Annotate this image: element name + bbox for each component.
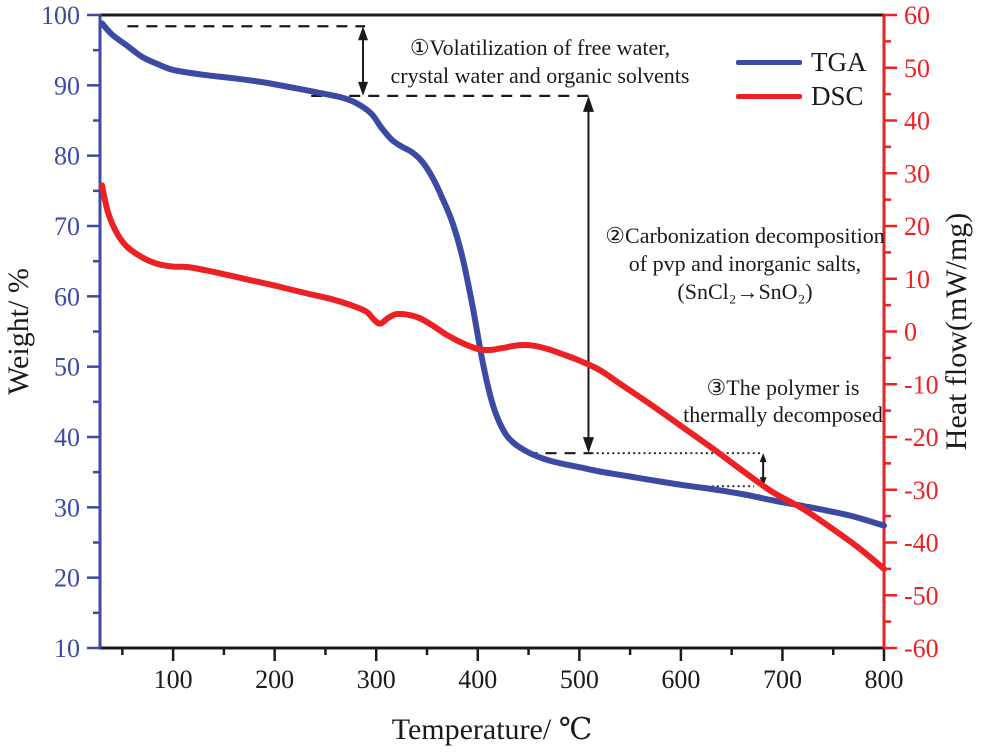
annotation-line: ①Volatilization of free water, [409,35,671,60]
x-axis-tick-label: 200 [255,665,294,694]
left-axis-tick-label: 10 [54,634,80,663]
right-axis-tick-label: -20 [904,423,939,452]
left-axis-tick-label: 80 [54,142,80,171]
right-axis-tick-label: -60 [904,634,939,663]
left-axis-tick-label: 100 [41,1,80,30]
x-axis-tick-label: 500 [560,665,599,694]
annotation-polymer-decomposition: ③The polymer is thermally decomposed [683,374,883,428]
x-axis-tick-label: 100 [154,665,193,694]
legend-label-tga: TGA [811,46,867,77]
x-axis-tick-label: 300 [357,665,396,694]
legend-label-dsc: DSC [811,80,864,111]
left-axis-tick-label: 20 [54,564,80,593]
right-axis-tick-label: -50 [904,581,939,610]
left-axis-tick-label: 30 [54,493,80,522]
arrowhead-up [759,453,767,463]
annotation-line: ②Carbonization decomposition [605,223,885,248]
right-axis-tick-label: 30 [904,159,930,188]
left-axis-tick-label: 50 [54,353,80,382]
legend-item-tga: TGA [736,45,867,79]
annotation-line: (SnCl₂→SnO₂) [677,279,813,304]
x-axis-tick-label: 400 [458,665,497,694]
arrowhead-up [582,95,594,112]
annotation-volatilization: ①Volatilization of free water, crystal w… [391,34,690,90]
left-axis-tick-label: 70 [54,212,80,241]
left-axis-tick-label: 90 [54,71,80,100]
right-axis-tick-label: 10 [904,265,930,294]
right-axis-tick-label: -40 [904,529,939,558]
x-axis-tick-label: 600 [661,665,700,694]
tga-curve [99,20,887,529]
arrowhead-up [358,26,369,41]
right-axis-tick-label: 0 [904,318,917,347]
annotation-line: ③The polymer is [706,375,860,400]
arrowhead-down [759,477,767,487]
right-axis-tick-label: 50 [904,54,930,83]
left-axis-tick-label: 60 [54,282,80,311]
right-axis-tick-label: -10 [904,370,939,399]
dsc-curve [99,182,887,572]
right-axis-tick-label: 40 [904,107,930,136]
legend: TGA DSC [736,45,867,113]
tga-line-swatch [736,59,802,65]
arrowhead-down [582,437,594,454]
annotation-line: thermally decomposed [683,402,883,427]
x-axis-tick-label: 800 [865,665,904,694]
arrowhead-down [358,81,369,96]
dsc-line-swatch [736,93,802,99]
annotation-line: of pvp and inorganic salts, [628,251,862,276]
x-axis-tick-label: 700 [763,665,802,694]
right-axis-title: Heat flow(mW/mg) [940,213,973,450]
left-axis-title: Weight/ % [2,268,35,395]
right-axis-tick-label: -30 [904,476,939,505]
legend-item-dsc: DSC [736,79,867,113]
x-axis-title: Temperature/ ℃ [392,713,593,746]
left-axis-tick-label: 40 [54,423,80,452]
annotation-line: crystal water and organic solvents [390,63,690,88]
annotation-carbonization: ②Carbonization decomposition of pvp and … [605,222,884,306]
right-axis-tick-label: 60 [904,1,930,30]
right-axis-tick-label: 20 [904,212,930,241]
